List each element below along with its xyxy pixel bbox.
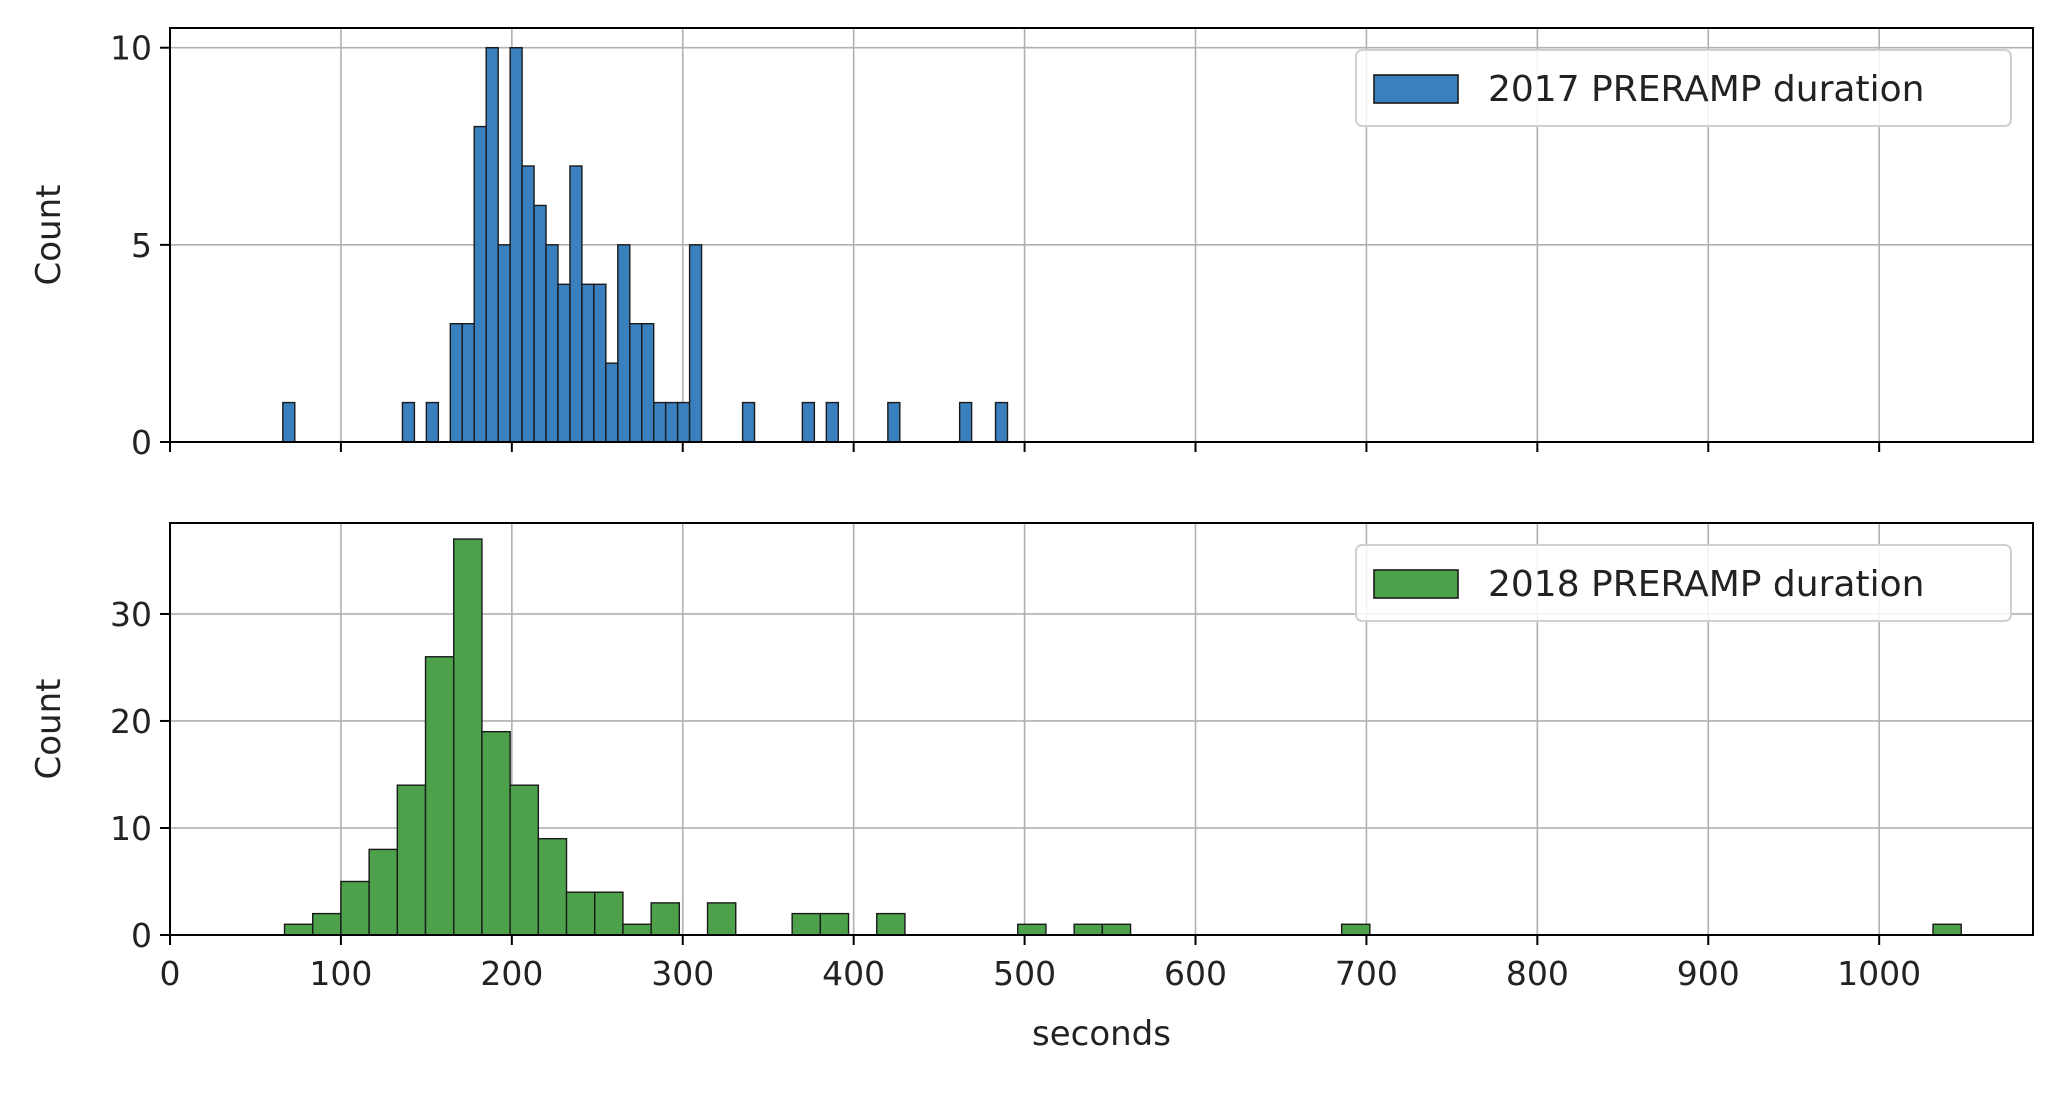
legend-swatch bbox=[1373, 569, 1459, 599]
histogram-bar bbox=[594, 891, 624, 936]
x-axis-label: seconds bbox=[1032, 1014, 1171, 1054]
histogram-bar bbox=[485, 47, 499, 443]
histogram-bar bbox=[706, 902, 737, 936]
x-tick-label: 600 bbox=[1164, 954, 1227, 993]
histogram-bar bbox=[664, 401, 679, 443]
histogram-bar bbox=[801, 401, 816, 443]
x-tick-label: 500 bbox=[993, 954, 1056, 993]
x-tick-label: 100 bbox=[309, 954, 372, 993]
x-tick-label: 200 bbox=[480, 954, 543, 993]
y-axis-label: Count bbox=[29, 679, 69, 780]
histogram-bar bbox=[340, 880, 370, 936]
y-tick-label: 20 bbox=[110, 702, 152, 741]
histogram-bar bbox=[1101, 923, 1132, 936]
histogram-bar bbox=[473, 125, 487, 443]
histogram-bar bbox=[887, 401, 901, 443]
histogram-bar bbox=[652, 401, 667, 443]
histogram-bar bbox=[650, 902, 681, 936]
legend-box bbox=[1355, 49, 2012, 127]
histogram-bar bbox=[509, 47, 523, 443]
y-tick-label: 0 bbox=[131, 916, 152, 955]
legend-box bbox=[1355, 544, 2012, 622]
histogram-bar bbox=[876, 912, 906, 936]
histogram-bar bbox=[533, 204, 547, 443]
axes-frame bbox=[169, 27, 2034, 443]
histogram-bar bbox=[1932, 923, 1962, 936]
histogram-bar bbox=[497, 244, 511, 443]
histogram-bar bbox=[368, 848, 399, 936]
histogram-bar bbox=[617, 244, 631, 443]
histogram-bar bbox=[521, 165, 535, 443]
axes-frame bbox=[169, 522, 2034, 936]
histogram-bar bbox=[605, 362, 619, 443]
histogram-bar bbox=[629, 323, 643, 443]
legend-label: 2018 PRERAMP duration bbox=[1488, 564, 1924, 605]
y-axis-label: Count bbox=[29, 185, 69, 286]
histogram-bar bbox=[641, 323, 655, 443]
histogram-bar bbox=[282, 401, 296, 443]
histogram-bar bbox=[958, 401, 973, 443]
histogram-bar bbox=[1073, 923, 1104, 936]
x-tick-label: 0 bbox=[160, 954, 181, 993]
histogram-bar bbox=[741, 401, 756, 443]
histogram-bar bbox=[545, 244, 559, 443]
histogram-bar bbox=[565, 891, 596, 936]
legend: 2017 PRERAMP duration bbox=[1355, 49, 2012, 127]
x-tick-label: 800 bbox=[1506, 954, 1569, 993]
histogram-bar bbox=[569, 165, 583, 443]
histogram-bar bbox=[425, 401, 440, 443]
histogram-bar bbox=[825, 401, 839, 443]
histogram-bar bbox=[994, 401, 1009, 443]
histogram-bar bbox=[557, 283, 571, 443]
histogram-bar bbox=[396, 784, 427, 936]
histogram-bar bbox=[461, 323, 475, 443]
histogram-bar bbox=[453, 538, 483, 936]
histogram-bar bbox=[676, 401, 691, 443]
histogram-bar bbox=[581, 283, 595, 443]
chart-panel-1: 0 5 10 Count 2017 PRERAMP duration bbox=[29, 27, 2034, 462]
histogram-bar bbox=[819, 912, 850, 936]
histogram-bar bbox=[481, 730, 511, 936]
y-tick-label: 5 bbox=[131, 226, 152, 265]
legend: 2018 PRERAMP duration bbox=[1355, 544, 2012, 622]
histogram-bar bbox=[449, 323, 463, 443]
histogram-bar bbox=[593, 283, 607, 443]
histogram-bar bbox=[312, 912, 342, 936]
histogram-bar bbox=[537, 837, 568, 936]
histogram-bar bbox=[791, 912, 822, 936]
y-tick-label: 10 bbox=[110, 809, 152, 848]
histogram-bar bbox=[283, 923, 314, 936]
histogram-bar bbox=[424, 656, 455, 936]
histogram-bar bbox=[509, 784, 540, 936]
x-tick-label: 300 bbox=[651, 954, 714, 993]
x-tick-label: 1000 bbox=[1837, 954, 1921, 993]
legend-label: 2017 PRERAMP duration bbox=[1488, 69, 1924, 110]
histogram-bar bbox=[622, 923, 652, 936]
x-tick-label: 900 bbox=[1677, 954, 1740, 993]
y-tick-label: 0 bbox=[131, 423, 152, 462]
histogram-bar bbox=[401, 401, 416, 443]
histogram-bar bbox=[1017, 923, 1047, 936]
legend-swatch bbox=[1373, 74, 1459, 104]
y-tick-label: 30 bbox=[110, 595, 152, 634]
y-tick-label: 10 bbox=[110, 29, 152, 68]
x-tick-label: 400 bbox=[822, 954, 885, 993]
x-tick-label: 700 bbox=[1335, 954, 1398, 993]
histogram-bar bbox=[1340, 923, 1371, 936]
histogram-bar bbox=[688, 244, 703, 443]
